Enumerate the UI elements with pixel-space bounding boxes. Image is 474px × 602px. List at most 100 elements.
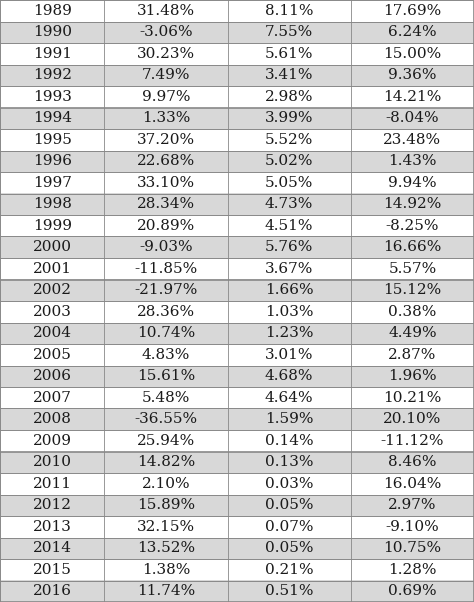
Text: 1.23%: 1.23% [265, 326, 313, 340]
Text: 7.55%: 7.55% [265, 25, 313, 39]
Text: 1990: 1990 [33, 25, 72, 39]
Text: 2015: 2015 [33, 563, 72, 577]
Bar [0, 365, 474, 387]
Text: 5.52%: 5.52% [265, 133, 313, 147]
Text: -11.85%: -11.85% [134, 262, 198, 276]
Text: 1.33%: 1.33% [142, 111, 190, 125]
Text: 2007: 2007 [33, 391, 72, 405]
Text: 4.68%: 4.68% [265, 369, 313, 383]
Text: 2010: 2010 [33, 455, 72, 469]
Bar [0, 193, 474, 215]
Bar [0, 473, 474, 494]
Text: -8.04%: -8.04% [385, 111, 439, 125]
Bar [0, 258, 474, 279]
Text: 2.98%: 2.98% [265, 90, 313, 104]
Text: 2005: 2005 [33, 348, 72, 362]
Text: -3.06%: -3.06% [139, 25, 193, 39]
Text: 15.12%: 15.12% [383, 284, 441, 297]
Text: 1997: 1997 [33, 176, 72, 190]
Text: 2001: 2001 [33, 262, 72, 276]
Bar [0, 43, 474, 64]
Text: 15.61%: 15.61% [137, 369, 195, 383]
Text: 1.38%: 1.38% [142, 563, 190, 577]
Bar [0, 86, 474, 108]
Bar [0, 22, 474, 43]
Text: 2.87%: 2.87% [388, 348, 437, 362]
Text: 22.68%: 22.68% [137, 154, 195, 168]
Text: 1994: 1994 [33, 111, 72, 125]
Text: -9.03%: -9.03% [139, 240, 193, 254]
Text: 37.20%: 37.20% [137, 133, 195, 147]
Text: 0.69%: 0.69% [388, 585, 437, 598]
Bar [0, 0, 474, 22]
Text: -21.97%: -21.97% [134, 284, 198, 297]
Text: 10.75%: 10.75% [383, 541, 441, 555]
Bar [0, 344, 474, 365]
Text: 2013: 2013 [33, 520, 72, 534]
Text: 20.10%: 20.10% [383, 412, 442, 426]
Bar [0, 301, 474, 323]
Text: 1.43%: 1.43% [388, 154, 437, 168]
Text: 2009: 2009 [33, 434, 72, 448]
Bar [0, 129, 474, 150]
Text: 17.69%: 17.69% [383, 4, 441, 17]
Text: 9.36%: 9.36% [388, 68, 437, 82]
Text: 16.04%: 16.04% [383, 477, 442, 491]
Text: 15.89%: 15.89% [137, 498, 195, 512]
Text: 5.76%: 5.76% [265, 240, 313, 254]
Text: 9.97%: 9.97% [142, 90, 190, 104]
Text: 3.99%: 3.99% [265, 111, 313, 125]
Text: 1992: 1992 [33, 68, 72, 82]
Text: 10.21%: 10.21% [383, 391, 442, 405]
Bar [0, 516, 474, 538]
Text: 4.73%: 4.73% [265, 197, 313, 211]
Text: 20.89%: 20.89% [137, 219, 195, 233]
Text: 0.03%: 0.03% [265, 477, 313, 491]
Text: 23.48%: 23.48% [383, 133, 441, 147]
Text: 1991: 1991 [33, 47, 72, 61]
Text: 4.49%: 4.49% [388, 326, 437, 340]
Text: 2016: 2016 [33, 585, 72, 598]
Text: 0.07%: 0.07% [265, 520, 313, 534]
Text: 2003: 2003 [33, 305, 72, 318]
Bar [0, 409, 474, 430]
Bar [0, 494, 474, 516]
Bar [0, 559, 474, 580]
Text: 11.74%: 11.74% [137, 585, 195, 598]
Text: 10.74%: 10.74% [137, 326, 195, 340]
Text: 2006: 2006 [33, 369, 72, 383]
Text: 2011: 2011 [33, 477, 72, 491]
Text: 1996: 1996 [33, 154, 72, 168]
Text: -9.10%: -9.10% [385, 520, 439, 534]
Text: 7.49%: 7.49% [142, 68, 190, 82]
Text: 2.10%: 2.10% [142, 477, 190, 491]
Bar [0, 279, 474, 301]
Bar [0, 108, 474, 129]
Text: 14.82%: 14.82% [137, 455, 195, 469]
Bar [0, 150, 474, 172]
Text: 1998: 1998 [33, 197, 72, 211]
Text: 5.05%: 5.05% [265, 176, 313, 190]
Text: 1.66%: 1.66% [265, 284, 313, 297]
Bar [0, 64, 474, 86]
Text: 6.24%: 6.24% [388, 25, 437, 39]
Text: 0.05%: 0.05% [265, 498, 313, 512]
Text: 33.10%: 33.10% [137, 176, 195, 190]
Bar [0, 538, 474, 559]
Text: 1999: 1999 [33, 219, 72, 233]
Text: 9.94%: 9.94% [388, 176, 437, 190]
Text: 0.51%: 0.51% [265, 585, 313, 598]
Text: 3.67%: 3.67% [265, 262, 313, 276]
Text: 15.00%: 15.00% [383, 47, 441, 61]
Text: 8.11%: 8.11% [265, 4, 313, 17]
Text: 5.02%: 5.02% [265, 154, 313, 168]
Text: 5.61%: 5.61% [265, 47, 313, 61]
Text: 14.21%: 14.21% [383, 90, 442, 104]
Text: 2014: 2014 [33, 541, 72, 555]
Text: 28.36%: 28.36% [137, 305, 195, 318]
Text: 2002: 2002 [33, 284, 72, 297]
Text: 5.57%: 5.57% [388, 262, 437, 276]
Bar [0, 430, 474, 452]
Text: 0.14%: 0.14% [265, 434, 313, 448]
Bar [0, 323, 474, 344]
